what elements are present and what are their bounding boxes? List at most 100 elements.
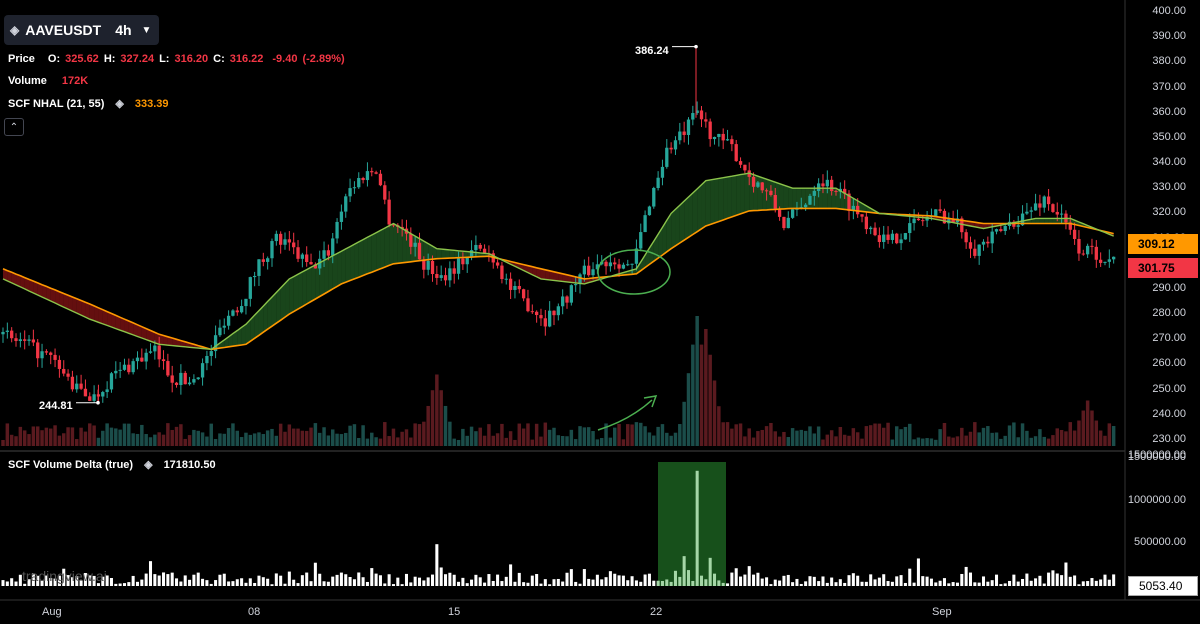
candle-body — [27, 339, 31, 341]
volume-bar — [938, 429, 942, 446]
ribbon-segment — [397, 226, 403, 264]
delta-bar — [101, 576, 105, 586]
delta-bar — [921, 576, 925, 586]
candle-body — [751, 176, 756, 187]
delta-axis-tick: 1000000.00 — [1127, 493, 1186, 506]
volume-bar — [790, 428, 795, 446]
volume-bar — [1098, 430, 1103, 446]
delta-bar — [613, 573, 617, 586]
volume-bar — [235, 430, 240, 446]
volume-bar — [1068, 422, 1073, 446]
delta-bar — [435, 544, 439, 586]
candle-body — [526, 298, 530, 312]
delta-bar — [708, 557, 712, 586]
indicator-legend[interactable]: SCF NHAL (21, 55) ◈ 333.39 — [8, 97, 169, 111]
ribbon-segment — [475, 252, 481, 257]
indicator-value: 333.39 — [134, 97, 169, 110]
symbol-selector[interactable]: ◈ AAVEUSDT 4h ▼ — [4, 15, 160, 45]
candle-body — [630, 263, 634, 265]
volume-bar — [838, 426, 843, 446]
highlight-zone — [658, 462, 726, 586]
ribbon-segment — [285, 278, 290, 318]
candle-body — [673, 140, 678, 150]
candle-body — [1033, 203, 1038, 211]
volume-bar — [695, 316, 699, 446]
volume-delta-settings-icon[interactable]: ◈ — [144, 459, 153, 471]
ribbon-segment — [154, 332, 160, 345]
price-axis-tick: 270.00 — [1152, 332, 1186, 345]
delta-bar — [608, 571, 612, 586]
candle-body — [157, 345, 161, 360]
candle-body — [40, 351, 44, 359]
timeframe[interactable]: 4h — [115, 22, 132, 38]
ribbon-segment — [332, 253, 338, 289]
delta-bar — [127, 582, 131, 586]
candle-body — [252, 275, 257, 278]
ribbon-segment — [16, 274, 21, 287]
volume-bar — [1020, 423, 1025, 446]
price-axis-tick: 280.00 — [1152, 307, 1186, 320]
volume-bar — [1007, 425, 1012, 446]
candle-body — [986, 241, 990, 244]
delta-bar — [23, 583, 27, 586]
candle-body — [305, 254, 309, 262]
delta-bar — [717, 580, 721, 586]
ribbon-segment — [723, 176, 728, 220]
indicator-settings-icon[interactable]: ◈ — [115, 98, 124, 110]
candle-body — [934, 209, 938, 216]
delta-bar — [396, 577, 400, 586]
ribbon-segment — [350, 244, 355, 281]
candle-body — [760, 182, 764, 191]
volume-bar — [278, 423, 283, 446]
delta-bar — [153, 574, 157, 586]
delta-bar — [348, 577, 352, 586]
candlesticks[interactable] — [1, 46, 1116, 404]
volume-bar — [179, 424, 183, 446]
delta-bar — [53, 578, 57, 586]
delta-bar — [131, 575, 135, 586]
volume-bar — [786, 437, 791, 446]
delta-bar — [873, 579, 877, 586]
candle-body — [1003, 226, 1007, 231]
volume-bar — [890, 439, 895, 446]
delta-bar — [890, 581, 894, 586]
candle-body — [70, 376, 75, 390]
ribbon-segment — [241, 324, 246, 345]
chevron-down-icon[interactable]: ▼ — [141, 24, 152, 36]
delta-bar — [847, 575, 851, 586]
candle-body — [409, 233, 413, 247]
volume-delta-legend[interactable]: SCF Volume Delta (true) ◈ 171810.50 — [8, 458, 216, 472]
ribbon-segment — [553, 271, 559, 281]
delta-bar — [925, 576, 929, 586]
delta-axis-tick: 1500000.00 — [1127, 449, 1186, 461]
volume-bar — [465, 435, 469, 446]
volume-bar — [122, 423, 127, 446]
volume-bar — [170, 429, 174, 446]
price-axis-tick: 290.00 — [1152, 281, 1186, 294]
delta-bar — [825, 582, 829, 586]
ribbon-segment — [432, 246, 437, 260]
ribbon-segment — [167, 336, 173, 346]
ribbon-segment — [462, 251, 468, 258]
candle-body — [374, 172, 378, 174]
volume-bar — [443, 405, 448, 446]
candle-body — [88, 396, 92, 401]
ribbon-segment — [50, 288, 56, 304]
ribbon-segment — [337, 251, 342, 287]
candle-body — [786, 217, 790, 229]
watermark: tradingview.ai — [22, 568, 107, 584]
delta-bar — [665, 579, 669, 586]
volume-bar — [144, 434, 148, 446]
price-axis-tick: 230.00 — [1152, 433, 1186, 445]
ribbon-segment — [328, 255, 333, 292]
delta-bar — [600, 579, 604, 586]
high-value: 327.24 — [120, 53, 155, 65]
candle-body — [326, 250, 331, 256]
ribbon-segment — [163, 335, 168, 346]
delta-bar — [530, 575, 534, 586]
collapse-legend-button[interactable]: ⌃ — [4, 118, 24, 136]
ribbon-segment — [94, 305, 99, 323]
ribbon-segment — [1048, 218, 1053, 224]
delta-bar — [287, 571, 291, 586]
